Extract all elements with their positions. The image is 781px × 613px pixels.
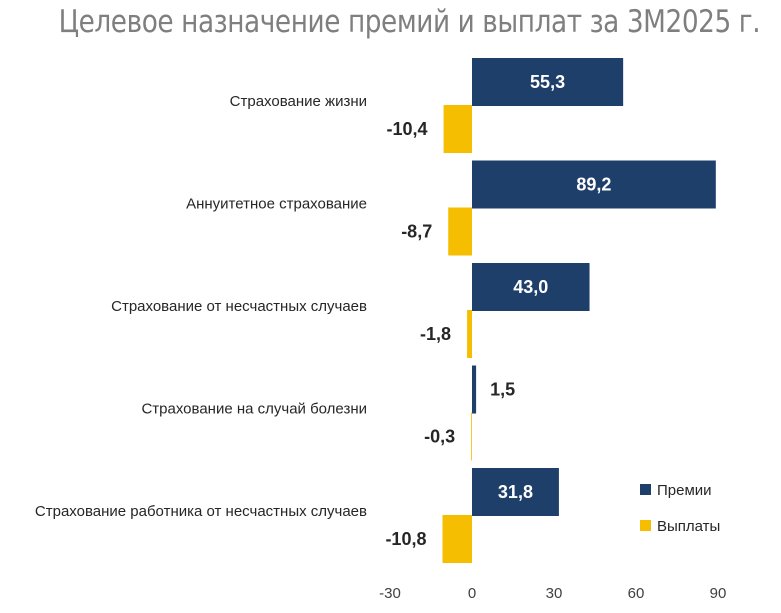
category-label: Страхование жизни bbox=[230, 93, 367, 110]
bar-payouts bbox=[467, 310, 472, 358]
legend-swatch bbox=[640, 520, 651, 531]
data-label-premiums: 31,8 bbox=[498, 482, 533, 502]
legend-label: Выплаты bbox=[657, 518, 720, 535]
x-tick-label: 0 bbox=[468, 585, 476, 602]
x-tick-label: 90 bbox=[710, 585, 727, 602]
chart-title: Целевое назначение премий и выплат за 3М… bbox=[58, 4, 761, 40]
bar-premiums bbox=[472, 365, 477, 414]
data-label-premiums: 55,3 bbox=[530, 72, 565, 92]
category-label: Страхование на случай болезни bbox=[141, 401, 367, 418]
data-label-payouts: -10,8 bbox=[385, 529, 426, 549]
category-label: Аннуитетное страхование bbox=[186, 196, 367, 213]
legend-swatch bbox=[640, 484, 651, 495]
data-label-payouts: -1,8 bbox=[420, 324, 451, 344]
data-label-premiums: 89,2 bbox=[576, 175, 611, 195]
legend-label: Премии bbox=[657, 482, 712, 499]
bar-premiums bbox=[472, 160, 716, 209]
bar-payouts bbox=[471, 412, 472, 461]
data-label-payouts: -8,7 bbox=[401, 222, 432, 242]
data-label-payouts: -0,3 bbox=[424, 427, 455, 447]
x-tick-label: -30 bbox=[379, 585, 401, 602]
bar-payouts bbox=[448, 207, 472, 256]
bar-payouts bbox=[442, 515, 472, 563]
bar-payouts bbox=[443, 105, 472, 153]
x-tick-label: 60 bbox=[628, 585, 645, 602]
data-label-payouts: -10,4 bbox=[387, 119, 428, 139]
bar-premiums bbox=[472, 468, 559, 516]
data-label-premiums: 1,5 bbox=[490, 380, 515, 400]
data-label-premiums: 43,0 bbox=[513, 277, 548, 297]
category-label: Страхование работника от несчастных случ… bbox=[35, 503, 367, 520]
x-tick-label: 30 bbox=[546, 585, 563, 602]
bar-premiums bbox=[472, 58, 624, 106]
category-label: Страхование от несчастных случаев bbox=[111, 298, 367, 315]
bar-premiums bbox=[472, 263, 590, 311]
